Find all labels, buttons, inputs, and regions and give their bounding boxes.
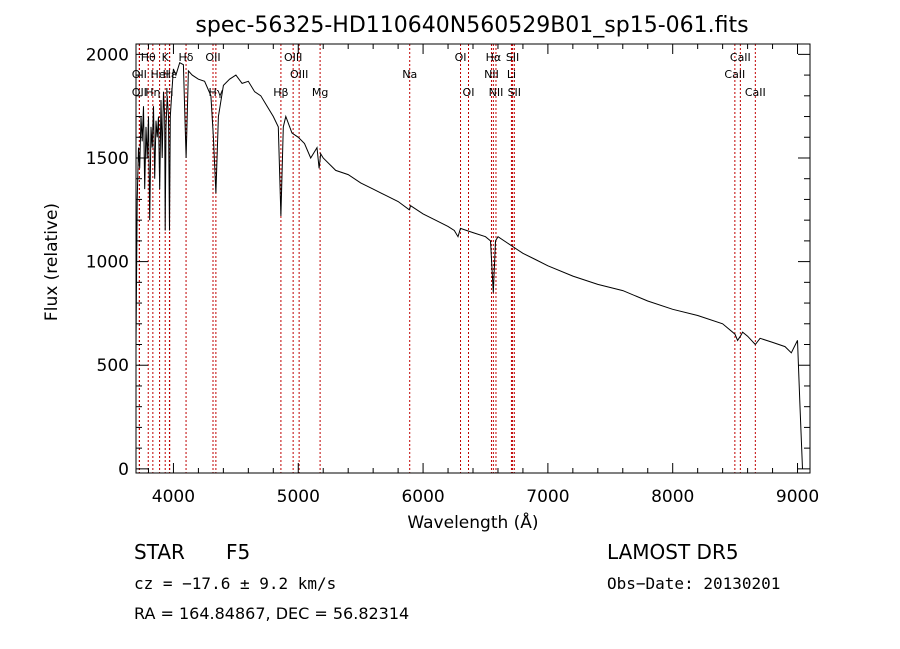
line-markers (138, 44, 756, 473)
line-marker-label: HeI (150, 68, 168, 81)
x-tick-label: 7000 (526, 487, 569, 507)
line-marker-label: OII (132, 68, 147, 81)
line-marker-label: OII (205, 51, 220, 64)
spectrum-line (135, 61, 803, 469)
line-marker-label: OI (463, 86, 475, 99)
line-marker-label: Hε (163, 68, 177, 81)
x-axis-label: Wavelength (Å) (407, 511, 538, 533)
line-marker-label: Li (507, 68, 516, 81)
chart-title: spec-56325-HD110640N560529B01_sp15-061.f… (195, 13, 748, 38)
line-marker-label: NII (484, 68, 499, 81)
line-marker-label: Hθ (141, 51, 156, 64)
line-marker-label: Hα (486, 51, 502, 64)
y-tick-label: 1500 (86, 149, 129, 169)
line-marker-label: OI (455, 51, 467, 64)
survey-label: LAMOST DR5 (607, 540, 739, 564)
subclass-label: F5 (226, 540, 250, 564)
line-marker-label: Hβ (273, 86, 288, 99)
line-marker-label: OIII (290, 68, 308, 81)
x-tick-label: 9000 (776, 487, 819, 507)
x-tick-label: 5000 (277, 487, 320, 507)
y-tick-label: 2000 (86, 45, 129, 65)
y-axis-label: Flux (relative) (42, 203, 62, 321)
obs-date: Obs−Date: 20130201 (607, 574, 780, 593)
line-marker-label: Mg (312, 86, 328, 99)
x-tick-label: 8000 (651, 487, 694, 507)
line-marker-label: CaII (745, 86, 766, 99)
line-marker-label: H (165, 86, 173, 99)
plot-frame (135, 43, 811, 474)
line-marker-label: CaII (724, 68, 745, 81)
x-axis-ticks: 4000 5000 6000 7000 8000 9000 (147, 44, 819, 507)
class-label: STAR (134, 540, 185, 564)
x-tick-label: 4000 (152, 487, 195, 507)
y-axis-ticks: 0 500 1000 1500 2000 (86, 45, 810, 480)
line-marker-label: Hη (145, 86, 160, 99)
line-marker-label: NII (489, 86, 504, 99)
line-marker-label: CaII (730, 51, 751, 64)
line-marker-label: SII (508, 86, 521, 99)
ra-dec-readout: RA = 164.84867, DEC = 56.82314 (134, 604, 409, 623)
line-marker-label: OIII (284, 51, 302, 64)
x-tick-label: 6000 (401, 487, 444, 507)
y-tick-label: 1000 (86, 253, 129, 273)
line-marker-label: K (162, 51, 170, 64)
y-tick-label: 500 (97, 356, 129, 376)
line-marker-label: SII (506, 51, 519, 64)
y-tick-label: 0 (118, 460, 129, 480)
line-marker-label: Na (402, 68, 417, 81)
line-marker-label: Hγ (208, 86, 223, 99)
cz-readout: cz = −17.6 ± 9.2 km/s (134, 574, 336, 593)
line-marker-label: Hδ (179, 51, 194, 64)
